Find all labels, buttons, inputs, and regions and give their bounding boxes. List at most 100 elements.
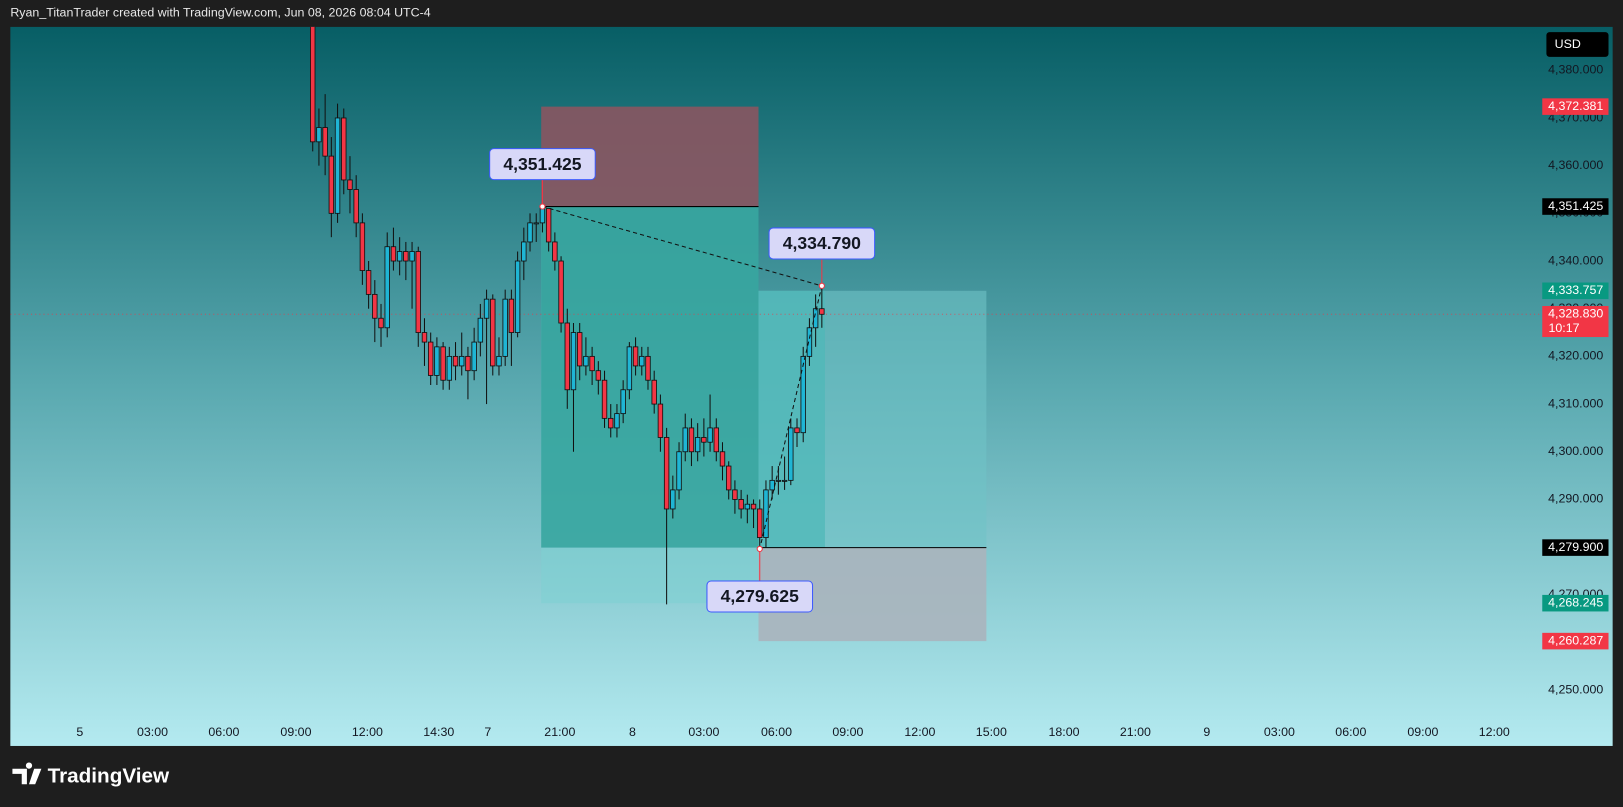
price-mark xyxy=(1542,632,1609,650)
x-tick-label: 21:00 xyxy=(544,725,575,739)
price-mark xyxy=(1542,198,1609,215)
y-tick-label: 4,300.000 xyxy=(1548,444,1603,458)
callout-box xyxy=(706,580,814,613)
candle-body xyxy=(732,489,738,500)
header: Ryan_TitanTrader created with TradingVie… xyxy=(10,6,430,20)
candle-body xyxy=(409,251,415,262)
x-tick-label: 03:00 xyxy=(137,725,168,739)
candle-body xyxy=(365,270,372,295)
candle-body xyxy=(788,427,794,481)
candle-body xyxy=(608,417,614,429)
y-tick-label: 4,360.000 xyxy=(1548,158,1603,172)
candle-body xyxy=(651,379,657,405)
price-mark-label: 4,260.287 xyxy=(1548,633,1603,647)
candle-body xyxy=(800,355,806,434)
y-tick-label: 4,250.000 xyxy=(1548,682,1603,696)
candle-body xyxy=(645,355,651,381)
candle-body xyxy=(577,332,583,367)
candle-body xyxy=(775,479,782,482)
candle-body xyxy=(676,451,682,491)
candle-body xyxy=(521,241,527,262)
candle-body xyxy=(632,346,639,367)
candle-body xyxy=(477,317,484,343)
x-tick-label: 9 xyxy=(1203,725,1210,739)
price-mark-label: 4,328.830 xyxy=(1548,307,1603,321)
x-tick-label: 21:00 xyxy=(1120,725,1151,739)
y-tick-label: 4,290.000 xyxy=(1548,492,1603,506)
candle-body xyxy=(719,451,726,467)
candle-body xyxy=(769,479,775,491)
price-mark xyxy=(1542,306,1609,338)
x-tick-label: 09:00 xyxy=(1407,725,1438,739)
callout-label: 4,279.625 xyxy=(721,586,799,606)
candle-body xyxy=(601,379,608,419)
currency-box[interactable] xyxy=(1546,32,1609,57)
candle-body xyxy=(465,355,471,372)
candle-body xyxy=(812,308,819,329)
x-tick-label: 06:00 xyxy=(1335,725,1366,739)
candle-body xyxy=(341,117,347,181)
price-mark xyxy=(1542,98,1609,115)
candle-body xyxy=(427,341,434,376)
y-tick-label: 4,310.000 xyxy=(1548,396,1603,410)
candle-body xyxy=(688,427,695,453)
candle-body xyxy=(726,465,732,491)
candle-body xyxy=(434,346,440,376)
candle-body xyxy=(359,222,366,271)
x-tick-label: 03:00 xyxy=(1264,725,1295,739)
candle-body xyxy=(701,437,707,443)
candle-body xyxy=(483,298,490,319)
x-tick-label: 7 xyxy=(484,725,491,739)
candle-body xyxy=(757,508,763,538)
price-mark xyxy=(1542,594,1609,612)
candle-body xyxy=(583,355,589,367)
x-tick-label: 12:00 xyxy=(352,725,383,739)
callout-label: 4,334.790 xyxy=(783,233,861,253)
x-tick-label: 18:00 xyxy=(1048,725,1079,739)
candle-body xyxy=(471,341,477,372)
x-tick-label: 12:00 xyxy=(904,725,935,739)
y-tick-label: 4,340.000 xyxy=(1548,253,1603,267)
candle-body xyxy=(403,251,409,262)
overlay: 4,250.0004,260.0004,270.0004,280.0004,29… xyxy=(76,63,1609,739)
candle-body xyxy=(452,355,459,367)
candle-body xyxy=(707,427,713,443)
candle-body xyxy=(440,346,446,381)
x-tick-label: 14:30 xyxy=(423,725,454,739)
candle-body xyxy=(384,246,390,329)
candle-body xyxy=(316,127,322,143)
candle-body xyxy=(620,389,626,415)
candle-body xyxy=(415,251,421,333)
candle-body xyxy=(682,427,688,453)
countdown: 10:17 xyxy=(1548,321,1579,335)
candle-body xyxy=(614,413,620,429)
candle-body xyxy=(694,437,701,453)
candle-body xyxy=(750,503,757,510)
price-mark xyxy=(1542,539,1609,556)
candle-body xyxy=(713,427,719,453)
candle-body xyxy=(552,241,558,262)
x-tick-label: 09:00 xyxy=(832,725,863,739)
candle-body xyxy=(639,355,645,367)
x-tick-label: 12:00 xyxy=(1479,725,1510,739)
candle-body xyxy=(806,327,813,357)
candle-body xyxy=(670,489,676,510)
candle-body xyxy=(353,189,359,224)
currency[interactable]: USD xyxy=(1555,37,1581,51)
candle-body xyxy=(533,222,539,225)
candle-body xyxy=(819,308,825,315)
candle-body xyxy=(558,260,564,324)
x-tick-label: 09:00 xyxy=(280,725,311,739)
price-mark xyxy=(1542,282,1609,300)
candle-body xyxy=(396,251,403,262)
filled-zone xyxy=(758,290,825,548)
x-tick-label: 06:00 xyxy=(208,725,239,739)
currency-badge[interactable]: USD xyxy=(1546,32,1609,57)
candle-body xyxy=(347,179,353,190)
candle-body xyxy=(378,317,384,329)
x-tick-label: 03:00 xyxy=(688,725,719,739)
candle-body xyxy=(738,499,744,510)
callout-point xyxy=(539,203,546,210)
